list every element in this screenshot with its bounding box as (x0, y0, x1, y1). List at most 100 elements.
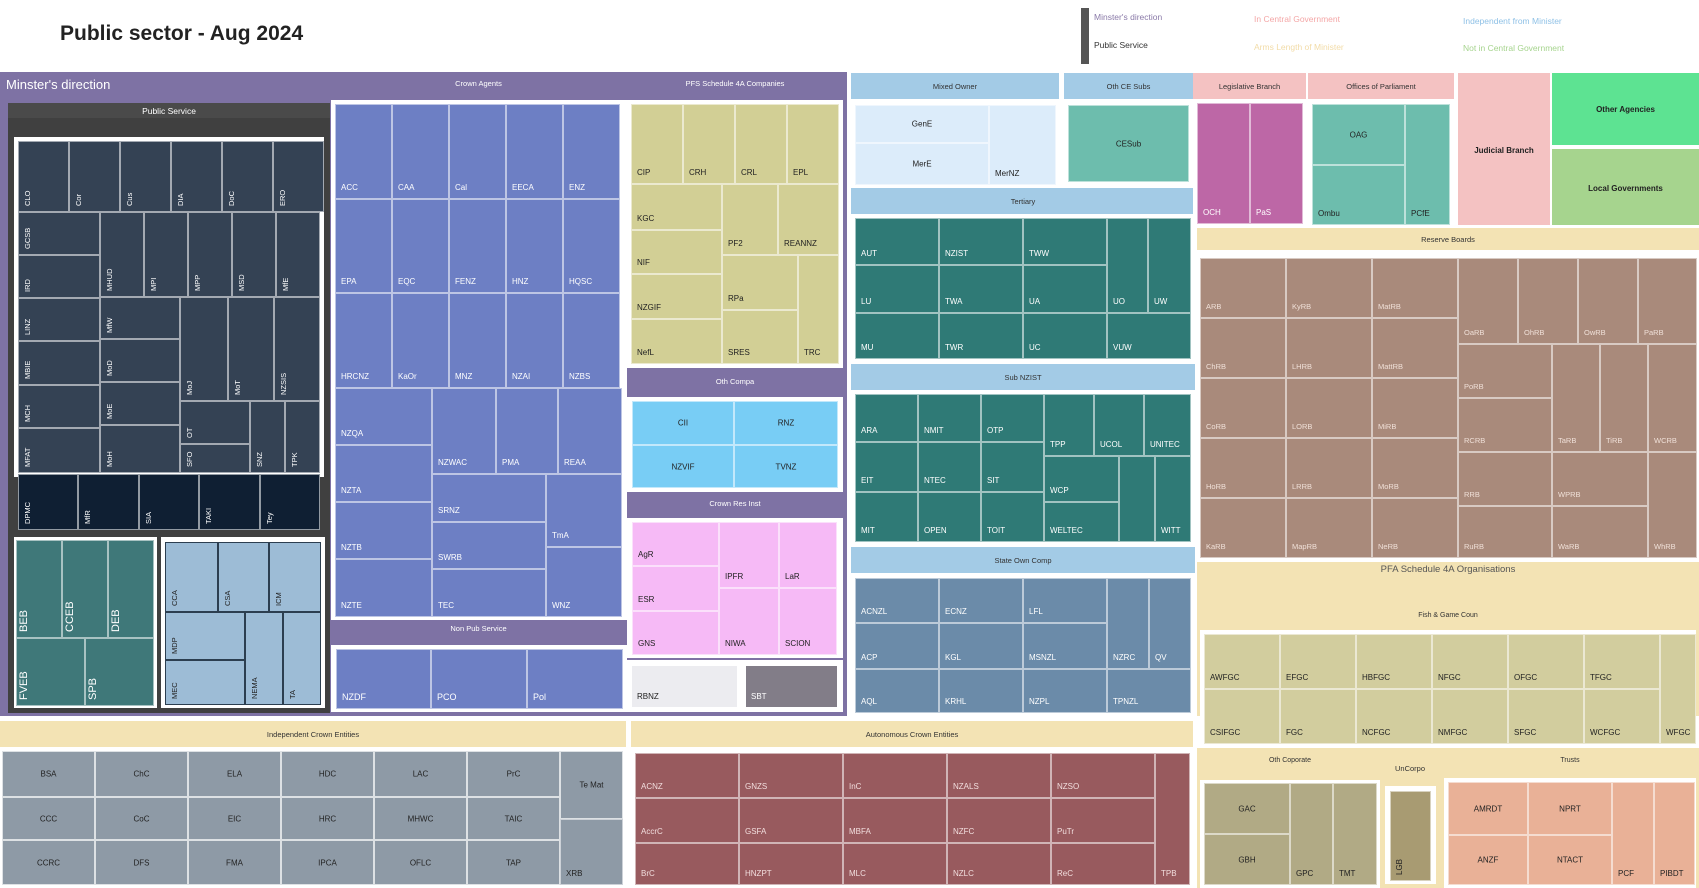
cell-label: WCFGC (1590, 728, 1621, 737)
treemap-cell: REANNZ (778, 184, 839, 255)
cell-label: WhRB (1654, 542, 1676, 551)
treemap-cell: UNITEC (1144, 394, 1191, 456)
treemap-cell: WELTEC (1044, 502, 1119, 542)
treemap-cell: TAKI (199, 474, 260, 530)
cell-label: MCH (23, 404, 32, 422)
treemap-cell: CCC (2, 797, 95, 840)
treemap-cell: NCFGC (1356, 689, 1432, 744)
treemap-cell: LFL (1023, 578, 1107, 623)
treemap-cell: TPB (1155, 753, 1190, 885)
treemap-cell: NZQA (335, 388, 432, 445)
treemap-cell: MerE (855, 143, 989, 185)
treemap-cell: ACC (335, 104, 392, 199)
treemap-cell: LAC (374, 751, 467, 797)
treemap-cell: NZSO (1051, 753, 1155, 798)
treemap-cell: WCFGC (1584, 689, 1660, 744)
cell-label: RuRB (1464, 542, 1485, 551)
cell-label: NZLC (953, 869, 974, 878)
cell-label: GNZS (745, 782, 768, 791)
treemap-cell: PF2 (722, 184, 778, 255)
cell-label: Ombu (1318, 209, 1340, 218)
cell-label: ChC (133, 769, 150, 779)
cell-label: NMFGC (1438, 728, 1468, 737)
cell-label: BrC (641, 869, 655, 878)
treemap-cell: GenE (855, 105, 989, 143)
treemap-cell: NZIST (939, 218, 1023, 265)
treemap-cell: TWW (1023, 218, 1107, 265)
cell-label: WELTEC (1050, 526, 1083, 535)
oth-coporate-header: Oth Coporate (1200, 752, 1380, 768)
cell-label: TaRB (1558, 436, 1577, 445)
cell-label: DIA (176, 193, 185, 206)
cell-label: Cus (125, 192, 134, 206)
treemap-cell: NZBS (563, 293, 620, 388)
cell-label: PIBDT (1660, 869, 1684, 878)
treemap-cell: ENZ (563, 104, 620, 199)
cell-label: RCRB (1464, 436, 1486, 445)
cell-label: XRB (566, 869, 583, 878)
cell-label: MIT (861, 526, 875, 535)
cell-label: EIT (861, 476, 874, 485)
cell-label: MSNZL (1029, 653, 1057, 662)
cell-label: BSA (40, 769, 57, 779)
treemap-cell: NMFGC (1432, 689, 1508, 744)
treemap-cell: HBFGC (1356, 634, 1432, 689)
cell-label: MDP (170, 637, 179, 654)
treemap-cell: LRRB (1286, 438, 1372, 498)
treemap-cell: MFAT (18, 428, 100, 473)
treemap-cell: EECA (506, 104, 563, 199)
treemap-cell: PaRB (1638, 258, 1697, 344)
cell-label: LRRB (1292, 482, 1313, 491)
cell-label: MoJ (185, 380, 194, 395)
cell-label: NZWAC (438, 458, 468, 467)
cell-label: HoRB (1206, 482, 1227, 491)
treemap-cell: RCRB (1458, 398, 1552, 452)
cell-label: PCO (437, 692, 457, 702)
treemap-cell: LORB (1286, 378, 1372, 438)
cell-label: HBFGC (1362, 673, 1390, 682)
cell-label: ARB (1206, 302, 1222, 311)
treemap-cell: SCION (779, 588, 837, 655)
cell-label: SCION (785, 639, 811, 648)
oth-compa-header: Oth Compa (627, 372, 843, 390)
cell-label: NZBS (569, 372, 591, 381)
cell-label: WPRB (1558, 490, 1581, 499)
cell-label: PrC (506, 769, 521, 779)
treemap-cell: HQSC (563, 199, 620, 293)
cell-label: OwRB (1584, 328, 1606, 337)
treemap-cell: PaS (1250, 103, 1303, 224)
cell-label: PF2 (728, 239, 743, 248)
treemap-cell: LGB (1390, 791, 1431, 881)
treemap-cell: NIF (631, 230, 722, 274)
cell-label: NefL (637, 348, 654, 357)
cell-label: KGC (637, 214, 655, 223)
cell-label: UNITEC (1150, 440, 1180, 449)
treemap-cell: EIC (188, 797, 281, 840)
legend-item: Independent from Minister (1463, 16, 1562, 26)
cell-label: AQL (861, 697, 878, 706)
cell-label: Te Mat (579, 780, 604, 790)
cell-label: ECNZ (945, 607, 967, 616)
treemap-cell: WFGC (1660, 634, 1696, 744)
cell-label: CSA (223, 590, 232, 606)
treemap-cell: BrC (635, 843, 739, 885)
fish-game-header: Fish & Game Coun (1200, 604, 1696, 626)
treemap-cell: MattRB (1372, 318, 1458, 378)
page-title: Public sector - Aug 2024 (60, 22, 304, 45)
cell-label: TAKI (204, 507, 214, 524)
cell-label: LORB (1292, 422, 1313, 431)
treemap-cell: PoRB (1458, 344, 1552, 398)
treemap-cell: MfE (276, 212, 320, 297)
cell-label: GAC (1238, 804, 1256, 813)
treemap-cell: HRCNZ (335, 293, 392, 388)
cell-label: MPI (149, 277, 158, 291)
cell-label: IPCA (318, 858, 337, 867)
cell-label: TEC (438, 601, 454, 610)
cell-label: NCFGC (1362, 728, 1391, 737)
treemap-cell: MoRB (1372, 438, 1458, 498)
treemap-cell: XRB (560, 819, 623, 885)
treemap-cell: KGC (631, 184, 722, 230)
treemap-cell: TPP (1044, 394, 1094, 456)
treemap-cell: PIBDT (1654, 782, 1695, 885)
treemap-cell: OhRB (1518, 258, 1578, 344)
